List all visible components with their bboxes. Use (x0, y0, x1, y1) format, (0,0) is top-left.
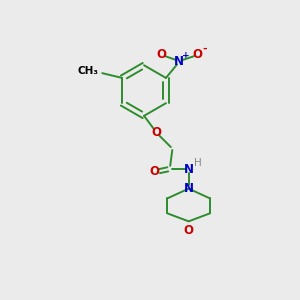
Text: N: N (184, 163, 194, 176)
Text: H: H (194, 158, 201, 168)
Text: O: O (151, 126, 161, 139)
Text: O: O (184, 224, 194, 237)
Text: O: O (149, 165, 159, 178)
Text: CH₃: CH₃ (78, 66, 99, 76)
Text: N: N (174, 55, 184, 68)
Text: O: O (156, 48, 166, 61)
Text: O: O (192, 48, 203, 61)
Text: N: N (184, 182, 194, 195)
Text: +: + (182, 50, 190, 59)
Text: -: - (203, 44, 208, 54)
